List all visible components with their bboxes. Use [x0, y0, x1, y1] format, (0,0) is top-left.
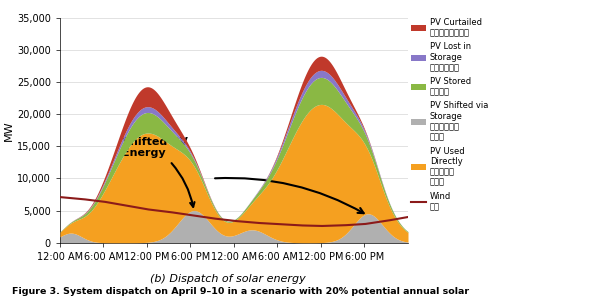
- Text: Figure 3. System dispatch on April 9–10 in a scenario with 20% potential annual : Figure 3. System dispatch on April 9–10 …: [12, 287, 469, 296]
- Text: (b) Dispatch of solar energy: (b) Dispatch of solar energy: [150, 274, 306, 284]
- Y-axis label: MW: MW: [4, 120, 14, 141]
- Legend: PV Curtailed
光伏削减（弃光）, PV Lost in
Storage
光伏储能损耗, PV Stored
光伏储能, PV Shifted via: PV Curtailed 光伏削减（弃光）, PV Lost in Storag…: [412, 18, 488, 211]
- Text: Shifted PV
Energy: Shifted PV Energy: [122, 137, 194, 207]
